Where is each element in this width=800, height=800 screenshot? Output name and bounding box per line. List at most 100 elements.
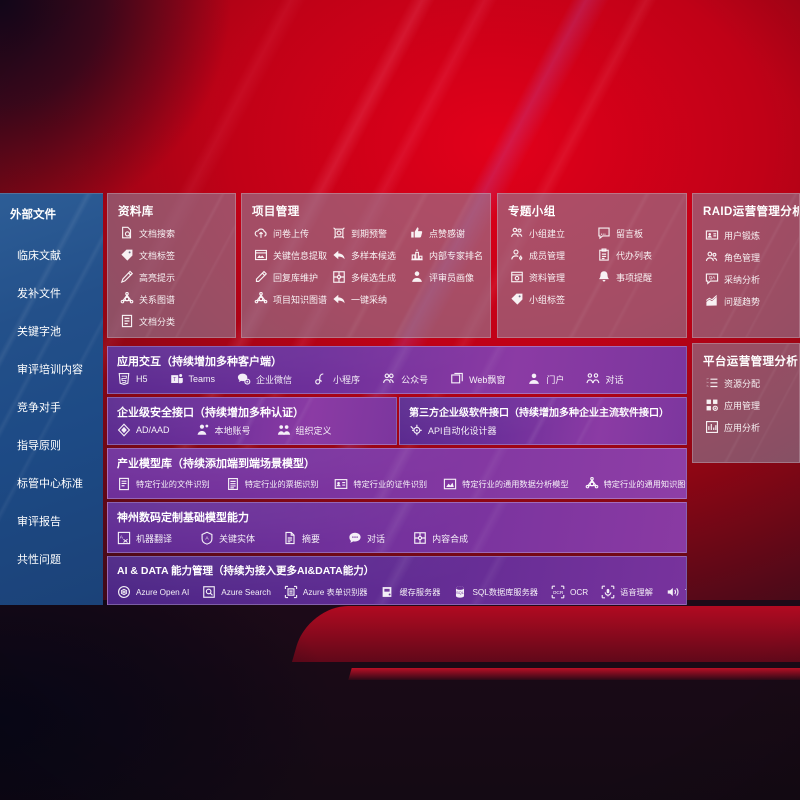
item-label: 摘要 [302, 533, 321, 544]
item-label: 对话 [367, 533, 386, 544]
item-message-board[interactable]: 留言板 [597, 226, 680, 240]
item-resource-allocation[interactable]: 资源分配 [705, 376, 793, 390]
item-app-management[interactable]: 应用管理 [705, 398, 793, 412]
panel-item-grid: 问卷上传 到期预警 点赞感谢 关键信息提取 多样本候选 内部专家排名 回复库维护 [254, 226, 484, 306]
item-wecom[interactable]: 企业微信 [237, 372, 292, 386]
item-form-recognizer[interactable]: Azure 表单识别器 [284, 585, 367, 599]
item-local-account[interactable]: 本地账号 [196, 423, 251, 437]
sidebar-item-common-issues[interactable]: 共性问题 [0, 540, 103, 578]
band-item-row: API自动化设计器 [409, 423, 680, 437]
panel-item-grid: 用户锻炼 角色管理 QA 采纳分析 问题趋势 [705, 228, 793, 308]
sidebar-item-competitors[interactable]: 竞争对手 [0, 388, 103, 426]
item-thumbs-up-thanks[interactable]: 点赞感谢 [410, 226, 484, 240]
item-role-management[interactable]: 角色管理 [705, 250, 793, 264]
sidebar-item-review-report[interactable]: 审评报告 [0, 502, 103, 540]
svg-text:QA: QA [709, 275, 715, 280]
item-speech-understanding[interactable]: 语音理解 [601, 585, 653, 599]
item-web-popup[interactable]: Web飘窗 [450, 372, 505, 386]
sidebar-item-label: 审评培训内容 [17, 364, 83, 376]
item-file-recognition[interactable]: 特定行业的文件识别 [117, 477, 210, 491]
item-content-synthesis[interactable]: 内容合成 [413, 531, 468, 545]
item-key-entity[interactable]: A 关键实体 [200, 531, 255, 545]
item-document-search[interactable]: 文档搜索 [120, 226, 229, 240]
sidebar-item-clinical-literature[interactable]: 临床文献 [0, 236, 103, 274]
item-group-create[interactable]: 小组建立 [510, 226, 593, 240]
item-dialog[interactable]: 对话 [586, 372, 623, 386]
item-highlight-hint[interactable]: 高亮提示 [120, 270, 229, 284]
item-azure-openai[interactable]: Azure Open AI [117, 585, 189, 599]
item-one-click-adopt[interactable]: 一键采纳 [332, 292, 406, 306]
item-member-management[interactable]: 成员管理 [510, 248, 593, 262]
item-label: 小组建立 [529, 228, 566, 239]
item-label: 多样本候选 [351, 250, 397, 261]
item-document-classification[interactable]: 文档分类 [120, 314, 229, 328]
sidebar-item-label: 审评报告 [17, 516, 61, 528]
band-third-party-interface: 第三方企业级软件接口（持续增加多种企业主流软件接口） API自动化设计器 [399, 397, 687, 445]
item-reviewer-portrait[interactable]: 评审员画像 [410, 270, 484, 284]
sidebar-item-supplementary-docs[interactable]: 发补文件 [0, 274, 103, 312]
item-h5[interactable]: H5 [117, 372, 148, 386]
cloud-upload-icon [254, 226, 268, 240]
item-id-recognition[interactable]: 特定行业的证件识别 [334, 477, 427, 491]
adopt-arrow-icon [332, 292, 346, 306]
sidebar-item-review-training[interactable]: 审评培训内容 [0, 350, 103, 388]
item-data-analysis-model[interactable]: 特定行业的通用数据分析模型 [443, 477, 569, 491]
item-official-account[interactable]: 公众号 [382, 372, 428, 386]
item-teams[interactable]: T Teams [170, 372, 215, 386]
item-portal[interactable]: 门户 [527, 372, 564, 386]
item-key-info-extract[interactable]: 关键信息提取 [254, 248, 328, 262]
item-azure-search[interactable]: Azure Search [202, 585, 271, 599]
panel-item-grid: 资源分配 应用管理 应用分析 [705, 376, 793, 434]
item-group-tag[interactable]: 小组标签 [510, 292, 593, 306]
band-item-row: AD/AAD 本地账号 组织定义 [117, 423, 390, 437]
item-project-knowledge-graph[interactable]: 项目知识图谱 [254, 292, 328, 306]
item-adoption-analysis[interactable]: QA 采纳分析 [705, 272, 793, 286]
item-sql-database-server[interactable]: SQL SQL数据库服务器 [453, 585, 538, 599]
sidebar-item-standards-center[interactable]: 标管中心标准 [0, 464, 103, 502]
item-questionnaire-upload[interactable]: 问卷上传 [254, 226, 328, 240]
item-ad-aad[interactable]: AD/AAD [117, 423, 170, 437]
item-organization-definition[interactable]: 组织定义 [277, 423, 332, 437]
item-user-chain[interactable]: 用户锻炼 [705, 228, 793, 242]
item-reply-library-maintenance[interactable]: 回复库维护 [254, 270, 328, 284]
band-title: AI & DATA 能力管理（持续为接入更多AI&DATA能力） [117, 565, 375, 577]
panel-title: 专题小组 [508, 206, 556, 218]
sidebar-item-guidelines[interactable]: 指导原则 [0, 426, 103, 464]
panel-document-library: 资料库 文档搜索 文档标签 高亮提示 关系图谱 文档分类 [107, 193, 236, 338]
tag-icon [120, 248, 134, 262]
item-todo-list[interactable]: 代办列表 [597, 248, 680, 262]
item-receipt-recognition[interactable]: 特定行业的票据识别 [226, 477, 318, 491]
item-knowledge-graph-model[interactable]: 特定行业的通用知识图谱模型 [585, 477, 686, 491]
item-label: 特定行业的文件识别 [136, 480, 210, 489]
item-label: Azure Search [221, 587, 271, 597]
item-api-designer[interactable]: API自动化设计器 [409, 423, 497, 437]
item-label: 回复库维护 [273, 272, 319, 283]
item-multi-candidate-generate[interactable]: 多候选生成 [332, 270, 406, 284]
item-multi-sample-candidate[interactable]: 多样本候选 [332, 248, 406, 262]
item-dialog[interactable]: 对话 [348, 531, 385, 545]
item-issue-trend[interactable]: 问题趋势 [705, 294, 793, 308]
api-gear-icon [409, 423, 423, 437]
sidebar-item-keyword-pool[interactable]: 关键字池 [0, 312, 103, 350]
item-tts[interactable]: TTS [666, 585, 686, 599]
item-machine-translation[interactable]: A 机器翻译 [117, 531, 172, 545]
item-miniprogram[interactable]: 小程序 [314, 372, 360, 386]
item-summary[interactable]: 摘要 [283, 531, 320, 545]
item-label: 语音理解 [620, 588, 653, 597]
item-event-reminder[interactable]: 事项提醒 [597, 270, 680, 284]
item-expiry-alert[interactable]: 到期预警 [332, 226, 406, 240]
item-label: SQL数据库服务器 [472, 588, 538, 597]
band-base-model-capability: 神州数码定制基础模型能力 A 机器翻译 A 关键实体 摘要 对话 内容合成 [107, 502, 687, 553]
item-document-tag[interactable]: 文档标签 [120, 248, 229, 262]
band-title: 应用交互（持续增加多种客户端） [117, 356, 282, 368]
item-cache-server[interactable]: 缓存服务器 [380, 585, 440, 599]
item-app-analysis[interactable]: 应用分析 [705, 420, 793, 434]
band-enterprise-security: 企业级安全接口（持续增加多种认证） AD/AAD 本地账号 组织定义 [107, 397, 397, 445]
item-internal-expert-ranking[interactable]: 内部专家排名 [410, 248, 484, 262]
azure-ad-icon [117, 423, 131, 437]
item-material-management[interactable]: 资料管理 [510, 270, 593, 284]
item-ocr[interactable]: OCR OCR [551, 585, 588, 599]
item-label: 文档标签 [139, 250, 176, 261]
item-relation-graph[interactable]: 关系图谱 [120, 292, 229, 306]
azure-search-icon [202, 585, 216, 599]
